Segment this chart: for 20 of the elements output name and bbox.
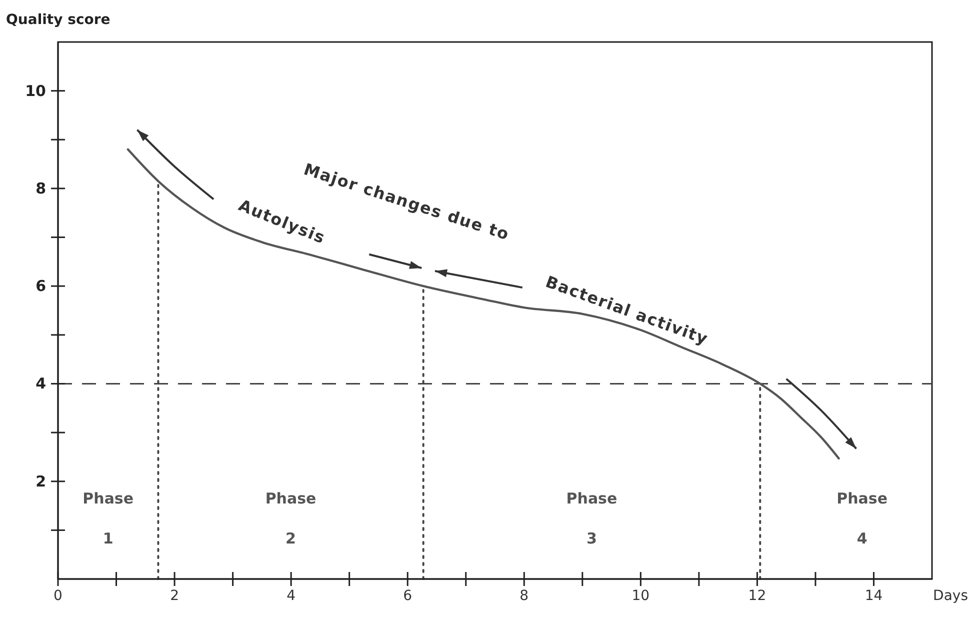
text: Phase 1 bbox=[82, 489, 134, 548]
y-axis-title: Quality score bbox=[6, 12, 110, 28]
y-tick-label: 10 bbox=[25, 82, 46, 100]
x-axis-title: Days bbox=[933, 588, 968, 604]
line-series bbox=[126, 148, 840, 460]
y-tick-label: 4 bbox=[36, 374, 46, 393]
x-tick-label: 0 bbox=[54, 588, 62, 604]
y-tick-label: 6 bbox=[36, 277, 46, 296]
x-tick-label: 14 bbox=[864, 588, 883, 604]
text: Phase 2 bbox=[265, 489, 316, 548]
x-tick-label: 6 bbox=[403, 588, 412, 604]
text: Phase 4 bbox=[836, 489, 888, 548]
x-tick-label: 8 bbox=[520, 588, 529, 604]
y-tick-label: 2 bbox=[36, 472, 46, 490]
x-tick-label: 12 bbox=[748, 588, 766, 604]
x-tick-label: 4 bbox=[286, 588, 296, 604]
y-tick-label: 8 bbox=[36, 179, 46, 198]
x-tick-label: 2 bbox=[170, 588, 179, 604]
text: Phase 3 bbox=[566, 489, 618, 548]
x-tick-label: 10 bbox=[632, 588, 650, 604]
